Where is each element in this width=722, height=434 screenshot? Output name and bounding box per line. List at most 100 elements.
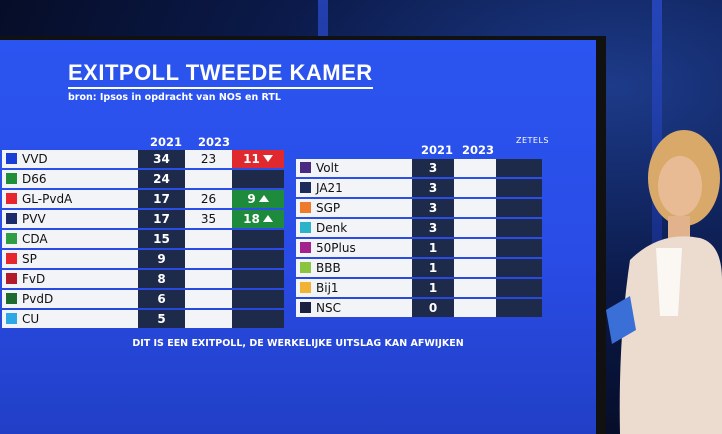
party-name: SGP [316,201,341,215]
seats-2021: 15 [138,230,185,248]
seats-2021: 34 [138,150,185,168]
seat-change [496,219,542,237]
party-color-swatch [6,193,17,204]
seat-change [496,179,542,197]
seats-2023 [185,250,232,268]
seats-2021: 3 [412,219,454,237]
party-color-swatch [300,262,311,273]
seats-2023 [185,170,232,188]
party-row: Volt 3 [296,159,542,177]
party-table-left: VVD 34 23 11 D66 24 GL-PvdA 17 26 9 PVV 17 35 18 CDA 15… [2,148,284,330]
party-name-cell: FvD [2,270,138,288]
seats-2021: 5 [138,310,185,328]
party-color-swatch [300,302,311,313]
presenter-silhouette [606,130,722,434]
party-color-swatch [300,162,311,173]
party-name-cell: CU [2,310,138,328]
seat-change [232,310,284,328]
seats-2023 [185,290,232,308]
party-name: D66 [22,172,47,186]
party-name: VVD [22,152,48,166]
seats-2021: 3 [412,179,454,197]
party-name: PvdD [22,292,54,306]
party-row: Denk 3 [296,219,542,237]
party-name-cell: Bij1 [296,279,412,297]
seats-2023: 26 [185,190,232,208]
party-name-cell: SGP [296,199,412,217]
party-name-cell: JA21 [296,179,412,197]
party-name: Volt [316,161,339,175]
seat-change [496,239,542,257]
seat-change-value: 18 [243,212,260,226]
party-name: Bij1 [316,281,339,295]
exitpoll-screen: EXITPOLL TWEEDE KAMER bron: Ipsos in opd… [0,40,596,434]
party-name-cell: CDA [2,230,138,248]
party-name-cell: GL-PvdA [2,190,138,208]
studio-light-pillar [652,0,662,434]
seat-change [232,270,284,288]
seat-change [232,290,284,308]
party-name-cell: VVD [2,150,138,168]
party-name: CU [22,312,40,326]
party-color-swatch [6,273,17,284]
party-row: D66 24 [2,170,284,188]
seats-2023 [454,199,496,217]
seats-2023 [185,310,232,328]
seat-change [496,299,542,317]
seats-2021: 1 [412,239,454,257]
seats-2023 [454,299,496,317]
header-zetels: ZETELS [516,136,550,145]
seats-2023 [454,179,496,197]
party-name-cell: Denk [296,219,412,237]
party-color-swatch [300,202,311,213]
party-row: PvdD 6 [2,290,284,308]
seats-2023 [454,219,496,237]
seat-change [496,259,542,277]
arrow-up-icon [258,195,269,202]
party-row: NSC 0 [296,299,542,317]
seats-2023 [454,239,496,257]
party-row: PVV 17 35 18 [2,210,284,228]
party-row: GL-PvdA 17 26 9 [2,190,284,208]
seats-2023 [454,259,496,277]
party-name-cell: PVV [2,210,138,228]
seat-change-value: 11 [243,152,260,166]
seat-change [232,170,284,188]
header-2023-left: 2023 [198,135,231,149]
party-row: VVD 34 23 11 [2,150,284,168]
party-name: PVV [22,212,46,226]
party-color-swatch [6,213,17,224]
seat-change [496,159,542,177]
page-title: EXITPOLL TWEEDE KAMER [68,60,373,89]
page-subtitle: bron: Ipsos in opdracht van NOS en RTL [68,92,281,103]
party-table-right: Volt 3 JA21 3 SGP 3 Denk 3 50Plus 1 BBB 1 Bij1 1 NSC 0 [296,157,542,319]
party-name: SP [22,252,37,266]
seats-2021: 24 [138,170,185,188]
seat-change [496,199,542,217]
party-row: CU 5 [2,310,284,328]
seats-2021: 6 [138,290,185,308]
party-name-cell: NSC [296,299,412,317]
seats-2021: 3 [412,159,454,177]
seats-2023 [454,159,496,177]
party-color-swatch [300,242,311,253]
party-row: SGP 3 [296,199,542,217]
party-name: 50Plus [316,241,356,255]
party-color-swatch [300,182,311,193]
header-2021-right: 2021 [421,143,454,157]
party-name-cell: 50Plus [296,239,412,257]
seats-2023: 23 [185,150,232,168]
party-color-swatch [6,293,17,304]
party-name: FvD [22,272,46,286]
seat-change [232,250,284,268]
seat-change: 9 [232,190,284,208]
seat-change-value: 9 [247,192,256,206]
arrow-down-icon [262,155,273,162]
seat-change [496,279,542,297]
party-name: Denk [316,221,348,235]
disclaimer: DIT IS EEN EXITPOLL, DE WERKELIJKE UITSL… [132,338,464,349]
seat-change [232,230,284,248]
seat-change: 11 [232,150,284,168]
party-color-swatch [6,233,17,244]
seats-2021: 17 [138,210,185,228]
